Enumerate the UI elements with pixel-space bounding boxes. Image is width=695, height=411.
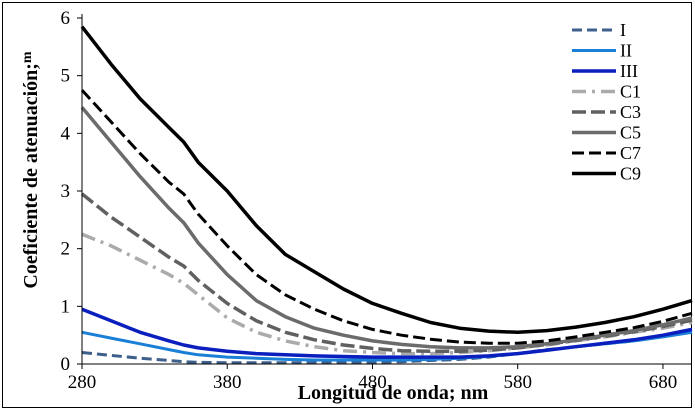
series-line-c9 xyxy=(80,25,693,335)
series-line-c7 xyxy=(80,89,693,345)
y-tick-label: 2 xyxy=(61,239,71,260)
y-axis-title-unit: m xyxy=(20,51,35,63)
y-tick-label: 0 xyxy=(61,354,71,375)
y-tick-label: 5 xyxy=(61,66,71,87)
legend-label-iii: III xyxy=(620,61,638,81)
x-tick-label: 580 xyxy=(503,372,532,393)
legend-label-ii: II xyxy=(620,41,632,61)
x-tick-label: 280 xyxy=(68,372,97,393)
legend-label-c9: C9 xyxy=(620,164,641,184)
y-axis-title-main: Coeficiente de atenuación; xyxy=(20,63,42,289)
x-tick-label: 680 xyxy=(649,372,678,393)
legend-label-c1: C1 xyxy=(620,82,641,102)
x-axis-title: Longitud de onda; nm xyxy=(298,382,489,404)
legend-label-c3: C3 xyxy=(620,102,641,122)
axes-layer xyxy=(77,14,692,369)
tick-labels: 0 1 2 3 4 5 6 280 380 480 580 680 xyxy=(61,8,678,393)
series-layer xyxy=(80,25,693,365)
y-tick-label: 3 xyxy=(61,181,71,202)
y-tick-label: 4 xyxy=(61,123,71,144)
series-line-c5 xyxy=(80,106,693,350)
legend-label-i: I xyxy=(620,20,626,40)
y-tick-label: 1 xyxy=(61,296,71,317)
legend-label-c7: C7 xyxy=(620,143,641,163)
y-axis-title: Coeficiente de atenuación;m xyxy=(20,51,42,289)
legend-label-c5: C5 xyxy=(620,123,641,143)
x-tick-label: 380 xyxy=(213,372,242,393)
x-tick-label: 480 xyxy=(358,372,387,393)
series-line-iii xyxy=(81,307,693,359)
series-line-c3 xyxy=(80,192,693,354)
y-tick-label: 6 xyxy=(61,8,71,29)
